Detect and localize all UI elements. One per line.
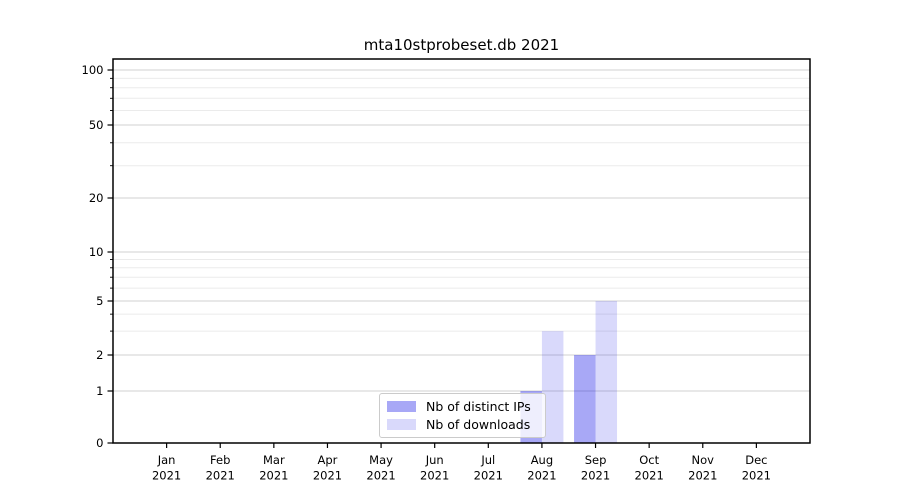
legend: Nb of distinct IPs Nb of downloads [379,393,546,438]
x-tick-year-apr: 2021 [313,469,342,483]
x-tick-label-jan: Jan [157,453,176,467]
chart-title: mta10stprobeset.db 2021 [363,36,560,54]
bar-distinct-ips-sep [574,355,596,443]
x-tick-year-sep: 2021 [581,469,610,483]
y-tick-label-100: 100 [82,63,104,77]
y-tick-label-5: 5 [96,294,103,308]
plot-border [112,58,811,444]
legend-item-downloads: Nb of downloads [387,417,538,432]
y-tick-label-50: 50 [89,118,104,132]
x-tick-year-jun: 2021 [420,469,449,483]
x-tick-year-mar: 2021 [259,469,288,483]
x-tick-label-nov: Nov [692,453,715,467]
x-tick-year-feb: 2021 [206,469,235,483]
x-tick-label-may: May [369,453,393,467]
x-tick-year-may: 2021 [366,469,395,483]
y-tick-label-20: 20 [89,191,104,205]
legend-swatch-downloads-icon [387,419,416,430]
bar-downloads-sep [595,301,618,443]
x-tick-year-dec: 2021 [742,469,771,483]
legend-label-distinct-ips: Nb of distinct IPs [426,399,531,414]
x-tick-label-jul: Jul [480,453,495,467]
x-tick-label-sep: Sep [585,453,607,467]
x-tick-label-oct: Oct [639,453,659,467]
y-tick-label-10: 10 [89,245,104,259]
x-tick-label-dec: Dec [745,453,767,467]
x-tick-year-jan: 2021 [152,469,181,483]
x-tick-label-apr: Apr [318,453,338,467]
legend-label-downloads: Nb of downloads [426,417,531,432]
x-tick-year-nov: 2021 [688,469,717,483]
legend-swatch-distinct-ips-icon [387,401,416,412]
y-tick-label-0: 0 [96,436,103,450]
x-tick-year-oct: 2021 [635,469,664,483]
legend-item-distinct-ips: Nb of distinct IPs [387,399,538,414]
x-tick-year-aug: 2021 [527,469,556,483]
y-tick-label-1: 1 [96,384,103,398]
x-tick-label-aug: Aug [531,453,553,467]
x-tick-label-feb: Feb [210,453,230,467]
x-tick-label-jun: Jun [425,453,444,467]
x-tick-year-jul: 2021 [474,469,503,483]
bar-downloads-aug [541,331,564,443]
y-tick-label-2: 2 [96,348,103,362]
x-tick-label-mar: Mar [263,453,285,467]
